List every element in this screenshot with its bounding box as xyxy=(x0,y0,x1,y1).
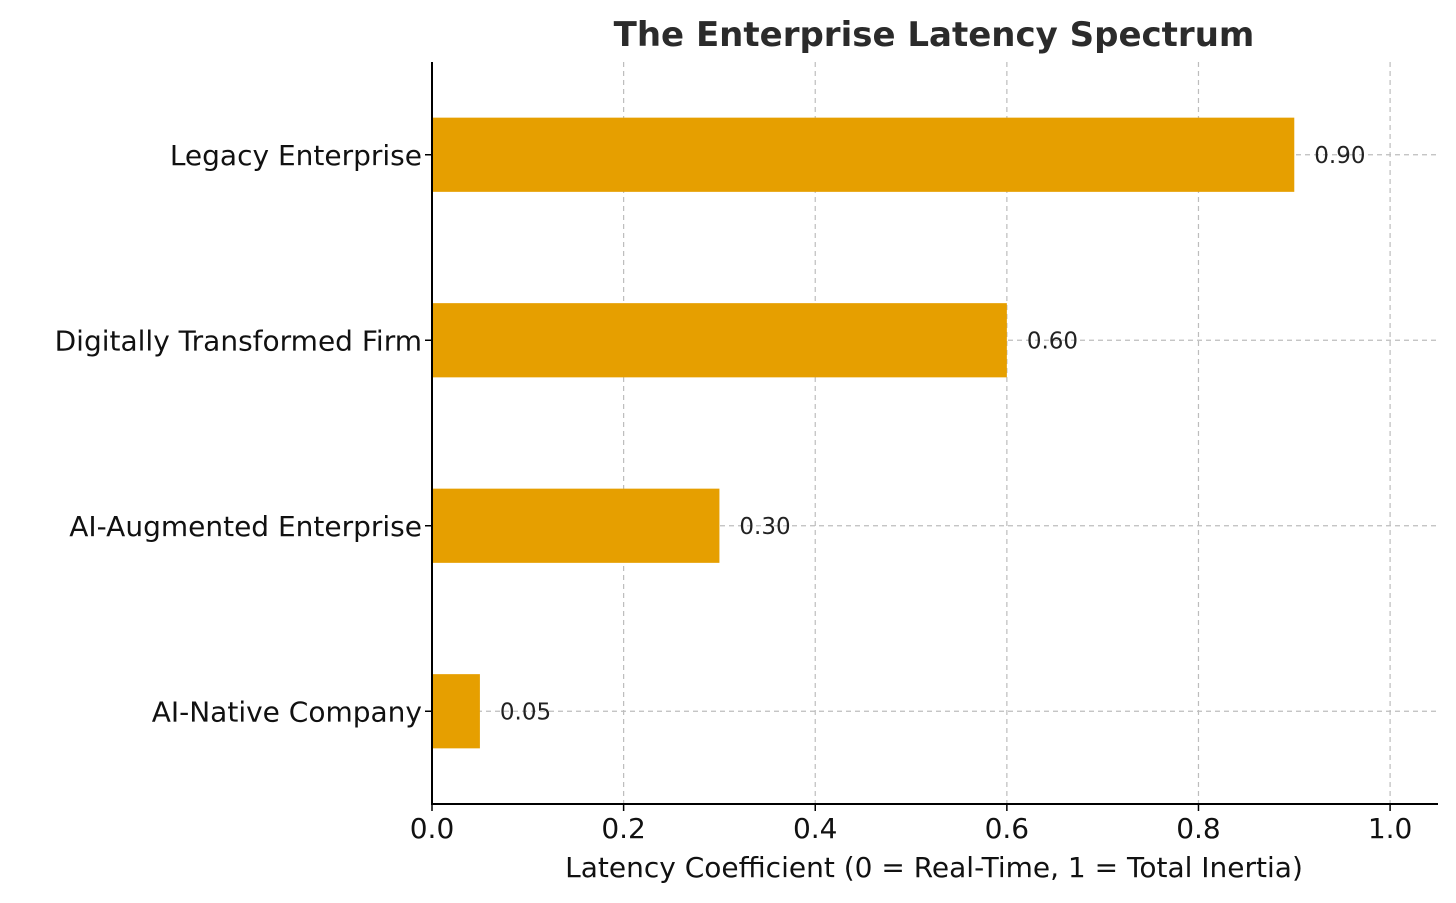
bar xyxy=(432,117,1295,192)
axes-layer xyxy=(425,62,1438,811)
category-label: AI-Augmented Enterprise xyxy=(69,510,422,543)
x-tick-label: 0.6 xyxy=(985,812,1030,845)
bars-layer xyxy=(432,117,1295,749)
x-tick-label: 0.8 xyxy=(1176,812,1221,845)
x-tick-label: 0.4 xyxy=(793,812,838,845)
chart-title: The Enterprise Latency Spectrum xyxy=(614,15,1255,55)
value-label: 0.60 xyxy=(1027,328,1078,354)
x-axis-label: Latency Coefficient (0 = Real-Time, 1 = … xyxy=(565,851,1303,884)
category-label: Digitally Transformed Firm xyxy=(55,324,422,357)
value-label: 0.90 xyxy=(1314,143,1365,169)
x-tick-label: 1.0 xyxy=(1368,812,1413,845)
value-label: 0.30 xyxy=(739,514,790,540)
labels-layer: 0.0 0.2 0.4 0.6 0.8 1.0 Legacy Enterprise 0.90 D… xyxy=(55,139,1413,845)
bar xyxy=(432,488,720,563)
bar xyxy=(432,303,1007,378)
category-label: AI-Native Company xyxy=(152,695,422,728)
bar xyxy=(432,674,480,749)
x-tick-label: 0.0 xyxy=(410,812,455,845)
category-label: Legacy Enterprise xyxy=(170,139,422,172)
x-tick-label: 0.2 xyxy=(601,812,646,845)
value-label: 0.05 xyxy=(500,699,551,725)
